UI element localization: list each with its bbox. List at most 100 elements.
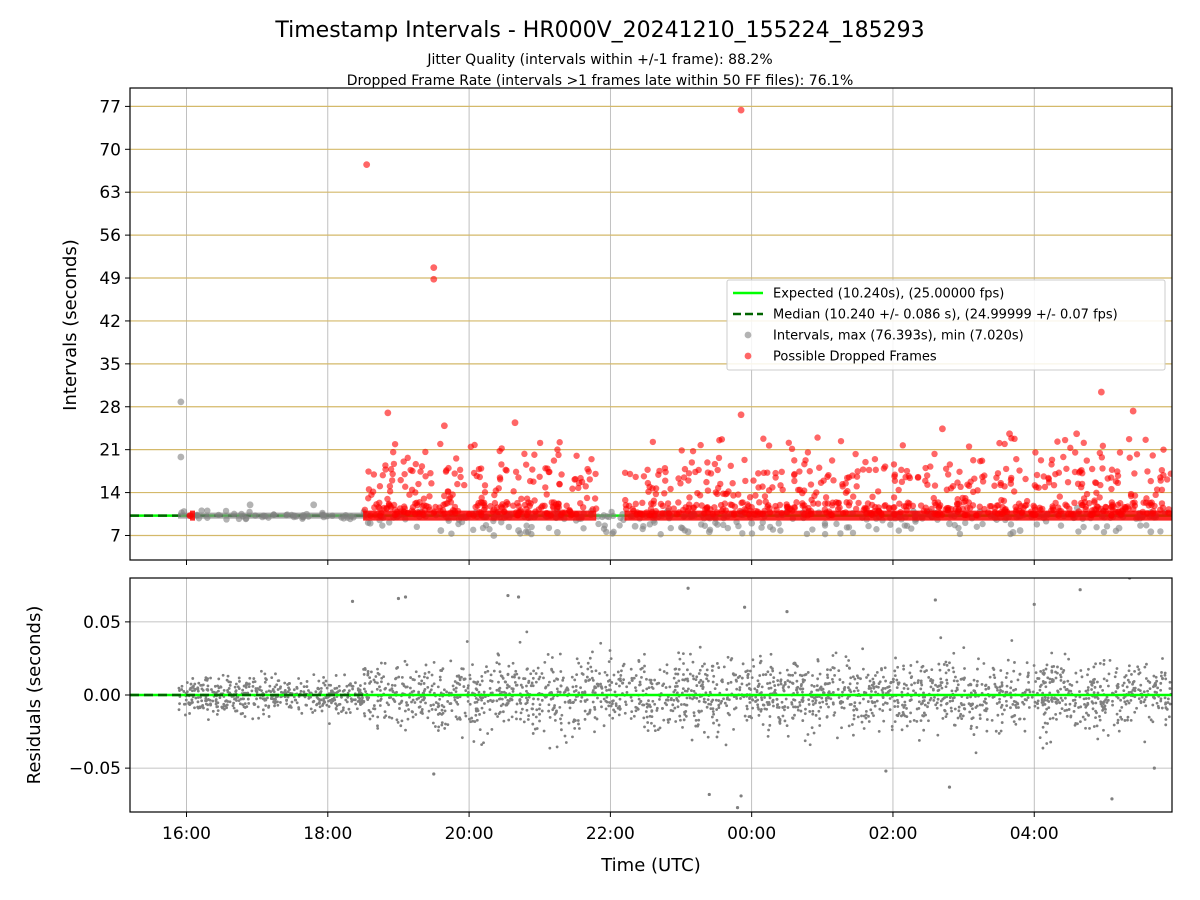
- residual-point: [396, 596, 401, 601]
- residual-point: [820, 696, 824, 700]
- residual-point: [711, 710, 715, 713]
- interval-point: [701, 522, 709, 529]
- residual-point: [671, 703, 675, 707]
- residual-point: [983, 709, 987, 712]
- residual-point: [779, 680, 783, 683]
- residual-point: [364, 690, 367, 693]
- residual-point: [674, 672, 678, 676]
- residual-point: [1135, 706, 1138, 710]
- residual-point: [597, 684, 600, 688]
- residual-point: [738, 686, 742, 689]
- dropped-frame-point: [494, 508, 502, 516]
- residual-point: [247, 682, 251, 686]
- dropped-frame-point: [569, 485, 576, 492]
- residual-point: [563, 734, 567, 738]
- residual-point: [902, 667, 906, 671]
- dropped-frame-point: [1115, 508, 1122, 516]
- residual-point: [574, 719, 577, 722]
- residual-point: [1073, 704, 1077, 708]
- residual-point: [327, 705, 331, 708]
- residual-point: [243, 702, 247, 705]
- residual-point: [1148, 687, 1152, 691]
- residual-point: [480, 679, 484, 683]
- residual-point: [852, 733, 855, 737]
- residual-point: [605, 673, 609, 677]
- dropped-frame-point: [417, 468, 424, 475]
- residual-point: [747, 715, 751, 718]
- residual-point: [960, 717, 964, 720]
- residual-point: [579, 699, 583, 703]
- dropped-frame-point: [701, 510, 708, 517]
- residual-point: [684, 714, 688, 718]
- residual-point: [1054, 697, 1058, 701]
- residual-point: [1041, 672, 1045, 675]
- residual-point: [555, 687, 559, 691]
- dropped-frame-point: [1116, 449, 1124, 456]
- residual-point: [532, 697, 535, 701]
- residual-point: [635, 706, 639, 710]
- residual-point: [584, 679, 588, 682]
- interval-point: [177, 453, 185, 461]
- residual-point: [969, 724, 973, 728]
- residual-point: [1127, 669, 1131, 673]
- residual-point: [920, 683, 924, 687]
- residual-point: [525, 684, 528, 688]
- residual-point: [791, 673, 795, 677]
- dropped-frame-point: [854, 468, 861, 475]
- residual-point: [919, 719, 923, 722]
- residual-point: [701, 664, 704, 668]
- residual-point: [437, 725, 441, 729]
- residual-point: [429, 704, 433, 707]
- residual-point: [1101, 689, 1105, 692]
- residual-point: [383, 716, 386, 719]
- residual-point: [1055, 717, 1058, 721]
- dropped-frame-point: [422, 448, 429, 456]
- residual-point: [478, 728, 482, 732]
- dropped-frame-point: [742, 477, 749, 485]
- residual-point: [231, 704, 235, 708]
- residual-point: [504, 703, 508, 707]
- residual-point: [847, 659, 851, 662]
- residual-point: [548, 680, 551, 684]
- residual-point: [228, 700, 232, 704]
- residual-point: [955, 679, 959, 683]
- interval-point: [1009, 529, 1017, 536]
- dropped-frame-point: [998, 496, 1005, 504]
- dropped-frame-band: [624, 510, 1172, 521]
- residual-point: [1160, 671, 1163, 674]
- dropped-frame-point: [453, 455, 460, 462]
- dropped-frame-point: [1099, 442, 1107, 450]
- residual-point: [478, 713, 481, 716]
- residual-point: [325, 703, 329, 707]
- residual-point: [1051, 716, 1055, 720]
- residual-point: [1045, 707, 1049, 711]
- interval-point: [1157, 528, 1164, 535]
- residual-point: [783, 680, 787, 684]
- interval-point: [759, 519, 766, 526]
- residual-point: [689, 652, 692, 656]
- dropped-frame-point: [852, 505, 860, 513]
- residual-point: [275, 683, 279, 687]
- residual-point: [804, 707, 807, 711]
- residual-point: [634, 686, 637, 690]
- residual-point: [924, 713, 927, 717]
- residual-point: [1064, 688, 1068, 692]
- dropped-frame-point: [988, 503, 995, 510]
- residual-point: [856, 715, 860, 719]
- residual-point: [452, 688, 456, 691]
- interval-point: [724, 524, 732, 532]
- residual-point: [1058, 701, 1062, 705]
- residual-point: [819, 685, 823, 689]
- residual-point: [875, 685, 878, 689]
- residual-point: [1164, 718, 1168, 721]
- residual-point: [937, 688, 941, 692]
- residual-point: [956, 688, 959, 692]
- residual-point: [1114, 671, 1118, 674]
- residual-point: [877, 729, 881, 733]
- residual-point: [634, 674, 638, 677]
- dropped-frame-point: [481, 482, 489, 489]
- residual-point: [1078, 588, 1082, 592]
- residual-point: [715, 708, 719, 711]
- residual-point: [1155, 691, 1159, 694]
- residual-point: [909, 711, 913, 715]
